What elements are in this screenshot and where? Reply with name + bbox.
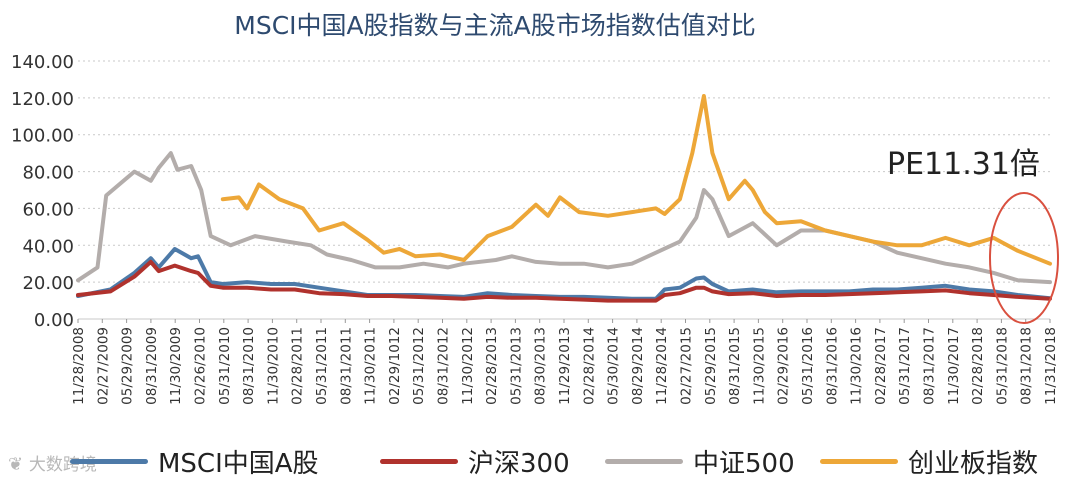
legend-swatch-chinext — [820, 458, 898, 464]
x-tick-label: 05/29/2015 — [703, 327, 719, 405]
x-tick-label: 05/30/2014 — [606, 327, 622, 405]
y-tick-label: 100.00 — [11, 126, 74, 147]
x-tick-label: 02/28/2018 — [970, 327, 986, 405]
x-tick-label: 11/31/2018 — [1043, 327, 1059, 405]
x-tick-label: 11/29/2013 — [557, 327, 573, 405]
legend-item-chinext: 创业板指数 — [820, 440, 1038, 482]
x-tick-label: 02/28/2013 — [484, 327, 500, 405]
series-chinext — [220, 94, 1052, 266]
x-tick-label: 02/29/2016 — [776, 327, 792, 405]
series-hs300 — [76, 259, 1052, 303]
y-tick-label: 120.00 — [11, 89, 74, 110]
series-lines — [76, 94, 1052, 303]
chart-title: MSCI中国A股指数与主流A股市场指数估值对比 — [234, 11, 756, 40]
x-axis-ticks: 11/28/2008 02/27/2009 05/29/2009 08/31/2009… — [71, 319, 1059, 405]
x-tick-label: 05/31/2018 — [994, 327, 1010, 405]
x-tick-label: 11/30/2016 — [849, 327, 865, 405]
x-tick-label: 08/31/2017 — [922, 327, 938, 405]
y-tick-label: 20.00 — [22, 273, 74, 294]
x-tick-label: 11/30/2012 — [460, 327, 476, 405]
x-tick-label: 02/27/2015 — [679, 327, 695, 405]
x-tick-label: 08/31/2009 — [144, 327, 160, 405]
x-tick-label: 08/31/2012 — [436, 327, 452, 405]
legend-swatch-hs300 — [380, 458, 458, 464]
legend-item-hs300: 沪深300 — [380, 440, 570, 482]
x-tick-label: 08/29/2014 — [630, 327, 646, 405]
x-tick-label: 11/30/2011 — [363, 327, 379, 405]
x-tick-label: 11/30/2010 — [265, 327, 281, 405]
x-tick-label: 05/31/2016 — [800, 327, 816, 405]
y-tick-label: 140.00 — [11, 52, 74, 73]
x-tick-label: 02/26/2010 — [193, 327, 209, 405]
x-tick-label: 02/28/2011 — [290, 327, 306, 405]
x-tick-label: 05/29/2009 — [120, 327, 136, 405]
x-tick-label: 11/28/2008 — [71, 327, 87, 405]
x-tick-label: 08/31/2016 — [824, 327, 840, 405]
x-tick-label: 02/29/1012 — [387, 327, 403, 405]
gridlines — [78, 60, 1050, 320]
x-tick-label: 05/31/2011 — [314, 327, 330, 405]
y-tick-label: 40.00 — [22, 236, 74, 257]
x-tick-label: 08/31/2011 — [338, 327, 354, 405]
x-tick-label: 08/30/2013 — [533, 327, 549, 405]
legend-item-csi500: 中证500 — [605, 440, 795, 482]
x-tick-label: 05/31/2013 — [508, 327, 524, 405]
x-tick-label: 05/31/2017 — [897, 327, 913, 405]
x-tick-label: 11/30/2015 — [751, 327, 767, 405]
legend-item-msci: MSCI中国A股 — [70, 440, 319, 482]
legend-label-hs300: 沪深300 — [468, 448, 570, 479]
legend-swatch-csi500 — [605, 458, 683, 464]
x-tick-label: 11/30/2009 — [168, 327, 184, 405]
x-tick-label: 11/30/2017 — [946, 327, 962, 405]
legend-label-csi500: 中证500 — [693, 448, 795, 479]
y-tick-label: 0.00 — [34, 310, 74, 331]
y-tick-label: 80.00 — [22, 163, 74, 184]
legend-label-chinext: 创业板指数 — [908, 448, 1039, 479]
x-tick-label: 08/31/2018 — [1019, 327, 1035, 405]
x-tick-label: 11/28/2014 — [654, 327, 670, 405]
legend-label-msci: MSCI中国A股 — [158, 448, 319, 479]
legend-swatch-msci — [70, 458, 148, 464]
y-axis-ticks: 0.00 20.00 40.00 60.00 80.00 100.00 120.00 140.… — [11, 52, 74, 331]
watermark-logo-icon: ❦ — [8, 454, 24, 475]
highlight-ellipse — [989, 192, 1059, 324]
pe-annotation: PE11.31倍 — [887, 147, 1040, 182]
x-tick-label: 02/28/2017 — [873, 327, 889, 405]
x-tick-label: 05/31/2010 — [217, 327, 233, 405]
legend: MSCI中国A股 沪深300 中证500 创业板指数 — [10, 440, 1060, 482]
y-tick-label: 60.00 — [22, 199, 74, 220]
x-tick-label: 02/27/2009 — [95, 327, 111, 405]
x-tick-label: 08/31/2015 — [727, 327, 743, 405]
x-tick-label: 02/28/2014 — [581, 327, 597, 405]
x-tick-label: 05/31/2012 — [411, 327, 427, 405]
x-tick-label: 08/31/2010 — [241, 327, 257, 405]
